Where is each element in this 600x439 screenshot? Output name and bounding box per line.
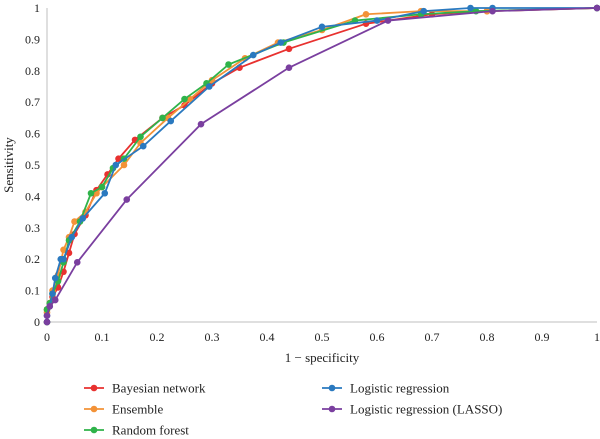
data-point-logistic-regression [373, 17, 381, 24]
data-point-logistic-regression [49, 290, 56, 298]
legend-label: Bayesian network [112, 381, 206, 396]
data-point-logistic-regression [467, 4, 474, 12]
legend-label: Random forest [112, 423, 189, 438]
data-point-logistic-regression [205, 83, 213, 90]
y-tick-label: 0.5 [25, 158, 40, 172]
x-axis-title: 1 − specificity [285, 350, 360, 365]
series-line-logistic-regression-lasso [46, 7, 598, 322]
data-point-logistic-regression [420, 7, 428, 15]
legend-label: Logistic regression (LASSO) [350, 402, 502, 417]
data-point-logistic-regression-lasso [43, 318, 51, 326]
x-tick-label: 0.5 [315, 330, 330, 344]
y-tick-label: 0.7 [25, 95, 40, 109]
data-point-logistic-regression-lasso [51, 296, 59, 304]
legend-swatch-marker [90, 384, 98, 392]
data-point-random-forest [98, 183, 106, 191]
x-tick-label: 0.1 [95, 330, 110, 344]
x-tick-label: 0.3 [205, 330, 220, 344]
data-point-logistic-regression-lasso [43, 312, 51, 320]
x-tick-label: 0.2 [150, 330, 165, 344]
data-point-logistic-regression-lasso [123, 196, 131, 203]
data-point-logistic-regression-lasso [285, 64, 293, 71]
x-tick-label: 0.7 [425, 330, 440, 344]
data-point-random-forest [137, 133, 144, 141]
series-line-logistic-regression [46, 7, 597, 322]
series-line-ensemble [46, 7, 598, 322]
y-axis-title: Sensitivity [1, 137, 16, 193]
legend-swatch-marker [90, 405, 98, 413]
y-tick-label: 0.4 [25, 189, 40, 203]
y-tick-label: 0.3 [25, 221, 40, 235]
data-point-bayesian-network [115, 155, 122, 163]
legend-swatch-marker [90, 426, 98, 434]
data-point-logistic-regression [249, 51, 257, 59]
legend-item-logistic-regression-lasso: Logistic regression (LASSO) [322, 402, 502, 417]
data-point-logistic-regression [167, 117, 175, 125]
data-point-random-forest [225, 61, 232, 68]
data-point-logistic-regression [68, 233, 76, 241]
legend-item-random-forest: Random forest [84, 423, 189, 438]
legend-label: Ensemble [112, 402, 163, 417]
data-point-ensemble [120, 161, 128, 169]
data-point-logistic-regression [79, 215, 87, 222]
data-point-bayesian-network [285, 45, 293, 53]
data-point-ensemble [362, 10, 370, 18]
data-point-logistic-regression-lasso [593, 4, 600, 12]
legend-item-ensemble: Ensemble [84, 402, 163, 417]
y-tick-label: 0.2 [25, 252, 40, 266]
x-tick-label: 0.8 [480, 330, 495, 344]
data-point-logistic-regression [139, 142, 147, 150]
data-point-logistic-regression [51, 274, 59, 282]
x-tick-label: 0.6 [370, 330, 385, 344]
data-point-logistic-regression [101, 189, 109, 197]
legend-item-logistic-regression: Logistic regression [322, 381, 450, 396]
x-tick-label: 0.4 [260, 330, 275, 344]
x-tick-label: 0 [44, 330, 50, 344]
x-tick-label: 0.9 [535, 330, 550, 344]
data-point-logistic-regression [318, 23, 326, 31]
data-point-logistic-regression-lasso [489, 7, 496, 15]
data-point-logistic-regression-lasso [46, 303, 54, 310]
data-point-logistic-regression [112, 161, 120, 169]
x-tick-labels: 0 0.1 0.2 0.3 0.4 0.5 0.6 0.7 0.8 0.9 1 [44, 330, 600, 344]
series-line-bayesian-network [46, 7, 598, 322]
series-logistic-regression-lasso [43, 4, 600, 326]
data-point-logistic-regression-lasso [73, 259, 81, 266]
y-tick-label: 0 [34, 315, 40, 329]
legend-swatch-marker [328, 405, 336, 413]
data-point-logistic-regression [60, 255, 67, 263]
data-point-logistic-regression [277, 39, 285, 46]
axes [46, 8, 597, 323]
data-point-random-forest [181, 95, 188, 103]
series-line-random-forest [46, 7, 598, 322]
y-tick-labels: 0 0.1 0.2 0.3 0.4 0.5 0.6 0.7 0.8 0.9 1 [25, 1, 40, 329]
data-point-ensemble [208, 76, 216, 84]
data-point-ensemble [60, 246, 67, 254]
data-point-logistic-regression-lasso [384, 17, 392, 24]
legend: Bayesian network Ensemble Random forest Log… [84, 381, 502, 438]
data-point-random-forest [159, 114, 166, 122]
legend-swatch-marker [328, 384, 336, 392]
series-layer [43, 4, 600, 326]
y-tick-label: 0.1 [25, 284, 40, 298]
data-point-logistic-regression-lasso [197, 120, 205, 128]
legend-label: Logistic regression [350, 381, 450, 396]
y-tick-label: 0.6 [25, 127, 40, 141]
data-point-ensemble [71, 218, 78, 225]
y-tick-label: 0.8 [25, 64, 40, 78]
y-tick-label: 0.9 [25, 32, 40, 46]
legend-item-bayesian-network: Bayesian network [84, 381, 206, 396]
x-tick-label: 1 [594, 330, 600, 344]
data-point-random-forest [87, 189, 95, 197]
y-tick-label: 1 [34, 1, 40, 15]
